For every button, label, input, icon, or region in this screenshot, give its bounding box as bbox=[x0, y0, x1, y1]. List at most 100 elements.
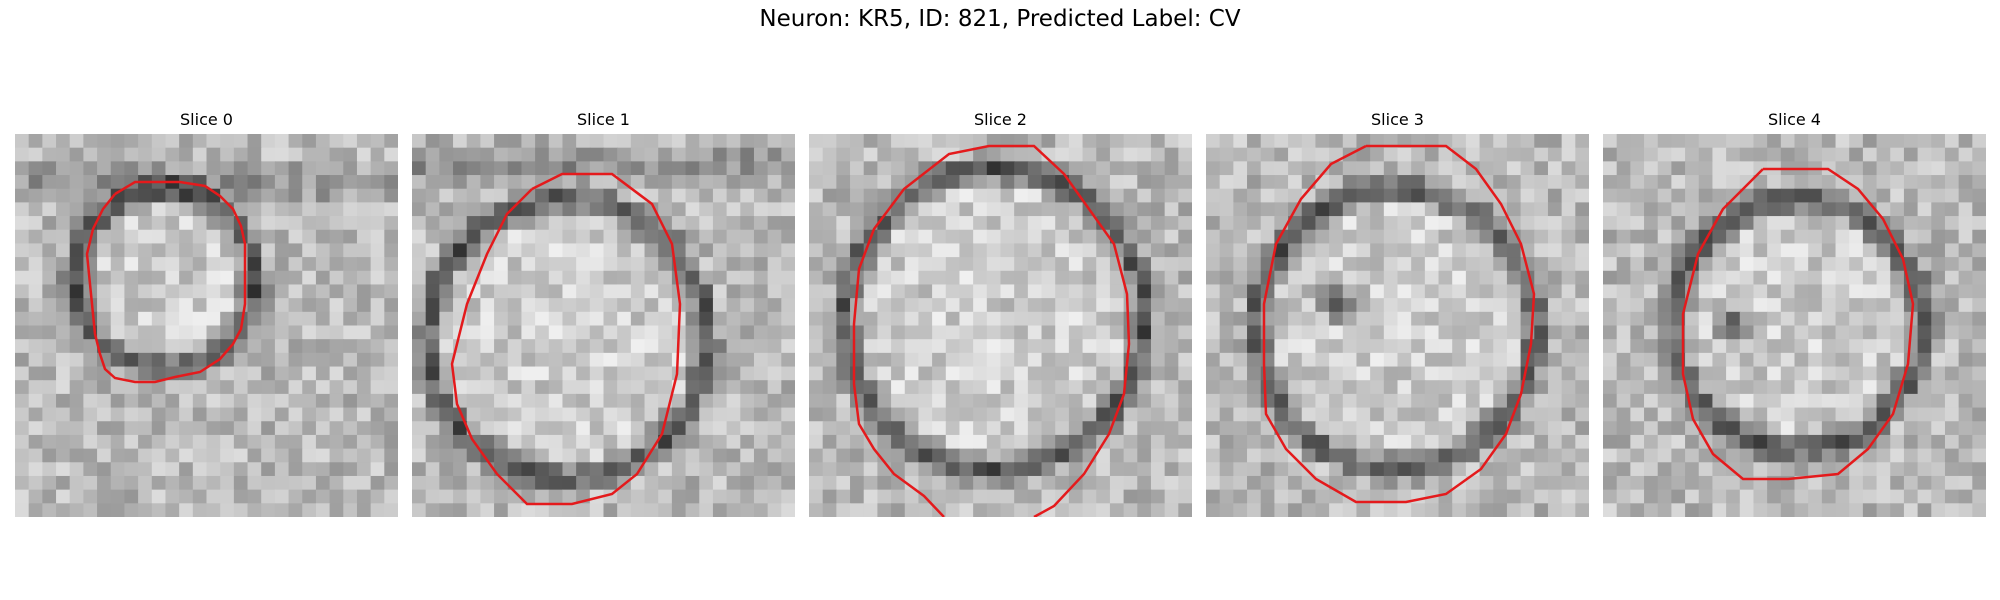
pixel bbox=[1301, 434, 1317, 450]
pixel bbox=[589, 448, 605, 463]
pixel bbox=[1944, 134, 1960, 149]
pixel bbox=[1356, 147, 1371, 162]
pixel bbox=[932, 339, 947, 354]
pixel bbox=[425, 311, 440, 327]
pixel bbox=[1767, 503, 1782, 517]
pixel bbox=[1657, 434, 1672, 450]
pixel bbox=[151, 421, 167, 436]
pixel bbox=[576, 298, 591, 313]
pixel bbox=[1520, 161, 1535, 176]
pixel bbox=[548, 503, 564, 517]
pixel bbox=[1356, 393, 1371, 409]
pixel bbox=[1178, 188, 1192, 203]
pixel bbox=[1260, 134, 1275, 149]
pixel bbox=[42, 407, 57, 422]
pixel bbox=[1644, 161, 1659, 176]
pixel bbox=[1739, 311, 1755, 327]
pixel bbox=[1206, 216, 1221, 231]
pixel bbox=[1411, 393, 1426, 409]
pixel bbox=[1903, 257, 1919, 272]
pixel bbox=[343, 380, 358, 395]
pixel bbox=[1465, 366, 1481, 381]
pixel bbox=[1767, 311, 1782, 327]
pixel bbox=[329, 503, 344, 517]
pixel bbox=[932, 489, 947, 504]
pixel bbox=[932, 147, 947, 162]
pixel bbox=[1616, 462, 1631, 477]
pixel bbox=[1794, 366, 1809, 381]
pixel bbox=[1027, 475, 1043, 491]
pixel bbox=[124, 202, 139, 217]
pixel bbox=[1383, 366, 1399, 381]
pixel bbox=[370, 462, 385, 477]
pixel bbox=[1370, 188, 1385, 203]
pixel bbox=[274, 434, 290, 450]
pixel bbox=[453, 503, 468, 517]
pixel bbox=[1712, 161, 1727, 176]
pixel bbox=[603, 188, 618, 203]
pixel bbox=[274, 352, 290, 368]
pixel bbox=[1849, 352, 1864, 368]
pixel bbox=[1862, 352, 1878, 368]
pixel bbox=[1329, 311, 1344, 327]
pixel bbox=[1150, 311, 1166, 327]
pixel bbox=[617, 216, 632, 231]
pixel bbox=[1657, 448, 1672, 463]
pixel bbox=[1000, 175, 1015, 190]
pixel bbox=[138, 202, 153, 217]
pixel bbox=[439, 216, 454, 231]
pixel bbox=[1178, 475, 1192, 491]
pixel bbox=[1671, 202, 1686, 217]
pixel bbox=[809, 448, 824, 463]
pixel bbox=[685, 311, 700, 327]
pixel bbox=[1493, 257, 1508, 272]
pixel bbox=[1493, 311, 1508, 327]
pixel bbox=[836, 448, 851, 463]
pixel bbox=[1247, 229, 1262, 245]
pixel bbox=[658, 257, 673, 272]
pixel bbox=[1329, 216, 1344, 231]
pixel bbox=[959, 434, 974, 450]
pixel bbox=[712, 161, 728, 176]
pixel bbox=[1547, 298, 1563, 313]
pixel bbox=[986, 216, 1002, 231]
pixel bbox=[1288, 366, 1303, 381]
pixel bbox=[480, 421, 495, 436]
pixel bbox=[1575, 147, 1589, 162]
pixel bbox=[370, 352, 385, 368]
pixel bbox=[781, 311, 795, 327]
pixel bbox=[959, 407, 974, 422]
pixel bbox=[904, 216, 920, 231]
pixel bbox=[1027, 298, 1043, 313]
pixel bbox=[1726, 325, 1741, 340]
pixel bbox=[356, 161, 372, 176]
pixel bbox=[206, 339, 221, 354]
pixel bbox=[1780, 393, 1796, 409]
pixel bbox=[535, 448, 550, 463]
pixel bbox=[1808, 311, 1823, 327]
pixel bbox=[83, 393, 98, 409]
pixel bbox=[630, 202, 646, 217]
pixel bbox=[1178, 448, 1192, 463]
pixel bbox=[1479, 434, 1494, 450]
pixel bbox=[1493, 448, 1508, 463]
pixel bbox=[1274, 448, 1289, 463]
pixel bbox=[1041, 284, 1056, 299]
pixel bbox=[1055, 134, 1070, 149]
pixel bbox=[1397, 216, 1412, 231]
pixel bbox=[1657, 475, 1672, 491]
pixel bbox=[1356, 229, 1371, 245]
pixel bbox=[1739, 434, 1755, 450]
pixel bbox=[288, 270, 303, 286]
pixel bbox=[1137, 188, 1152, 203]
pixel bbox=[1260, 229, 1275, 245]
pixel bbox=[1493, 284, 1508, 299]
pixel bbox=[877, 311, 892, 327]
pixel bbox=[945, 489, 961, 504]
pixel bbox=[1329, 298, 1344, 313]
pixel bbox=[1849, 462, 1864, 477]
pixel bbox=[1247, 284, 1262, 299]
pixel bbox=[959, 270, 974, 286]
pixel bbox=[959, 339, 974, 354]
pixel bbox=[1944, 147, 1960, 162]
